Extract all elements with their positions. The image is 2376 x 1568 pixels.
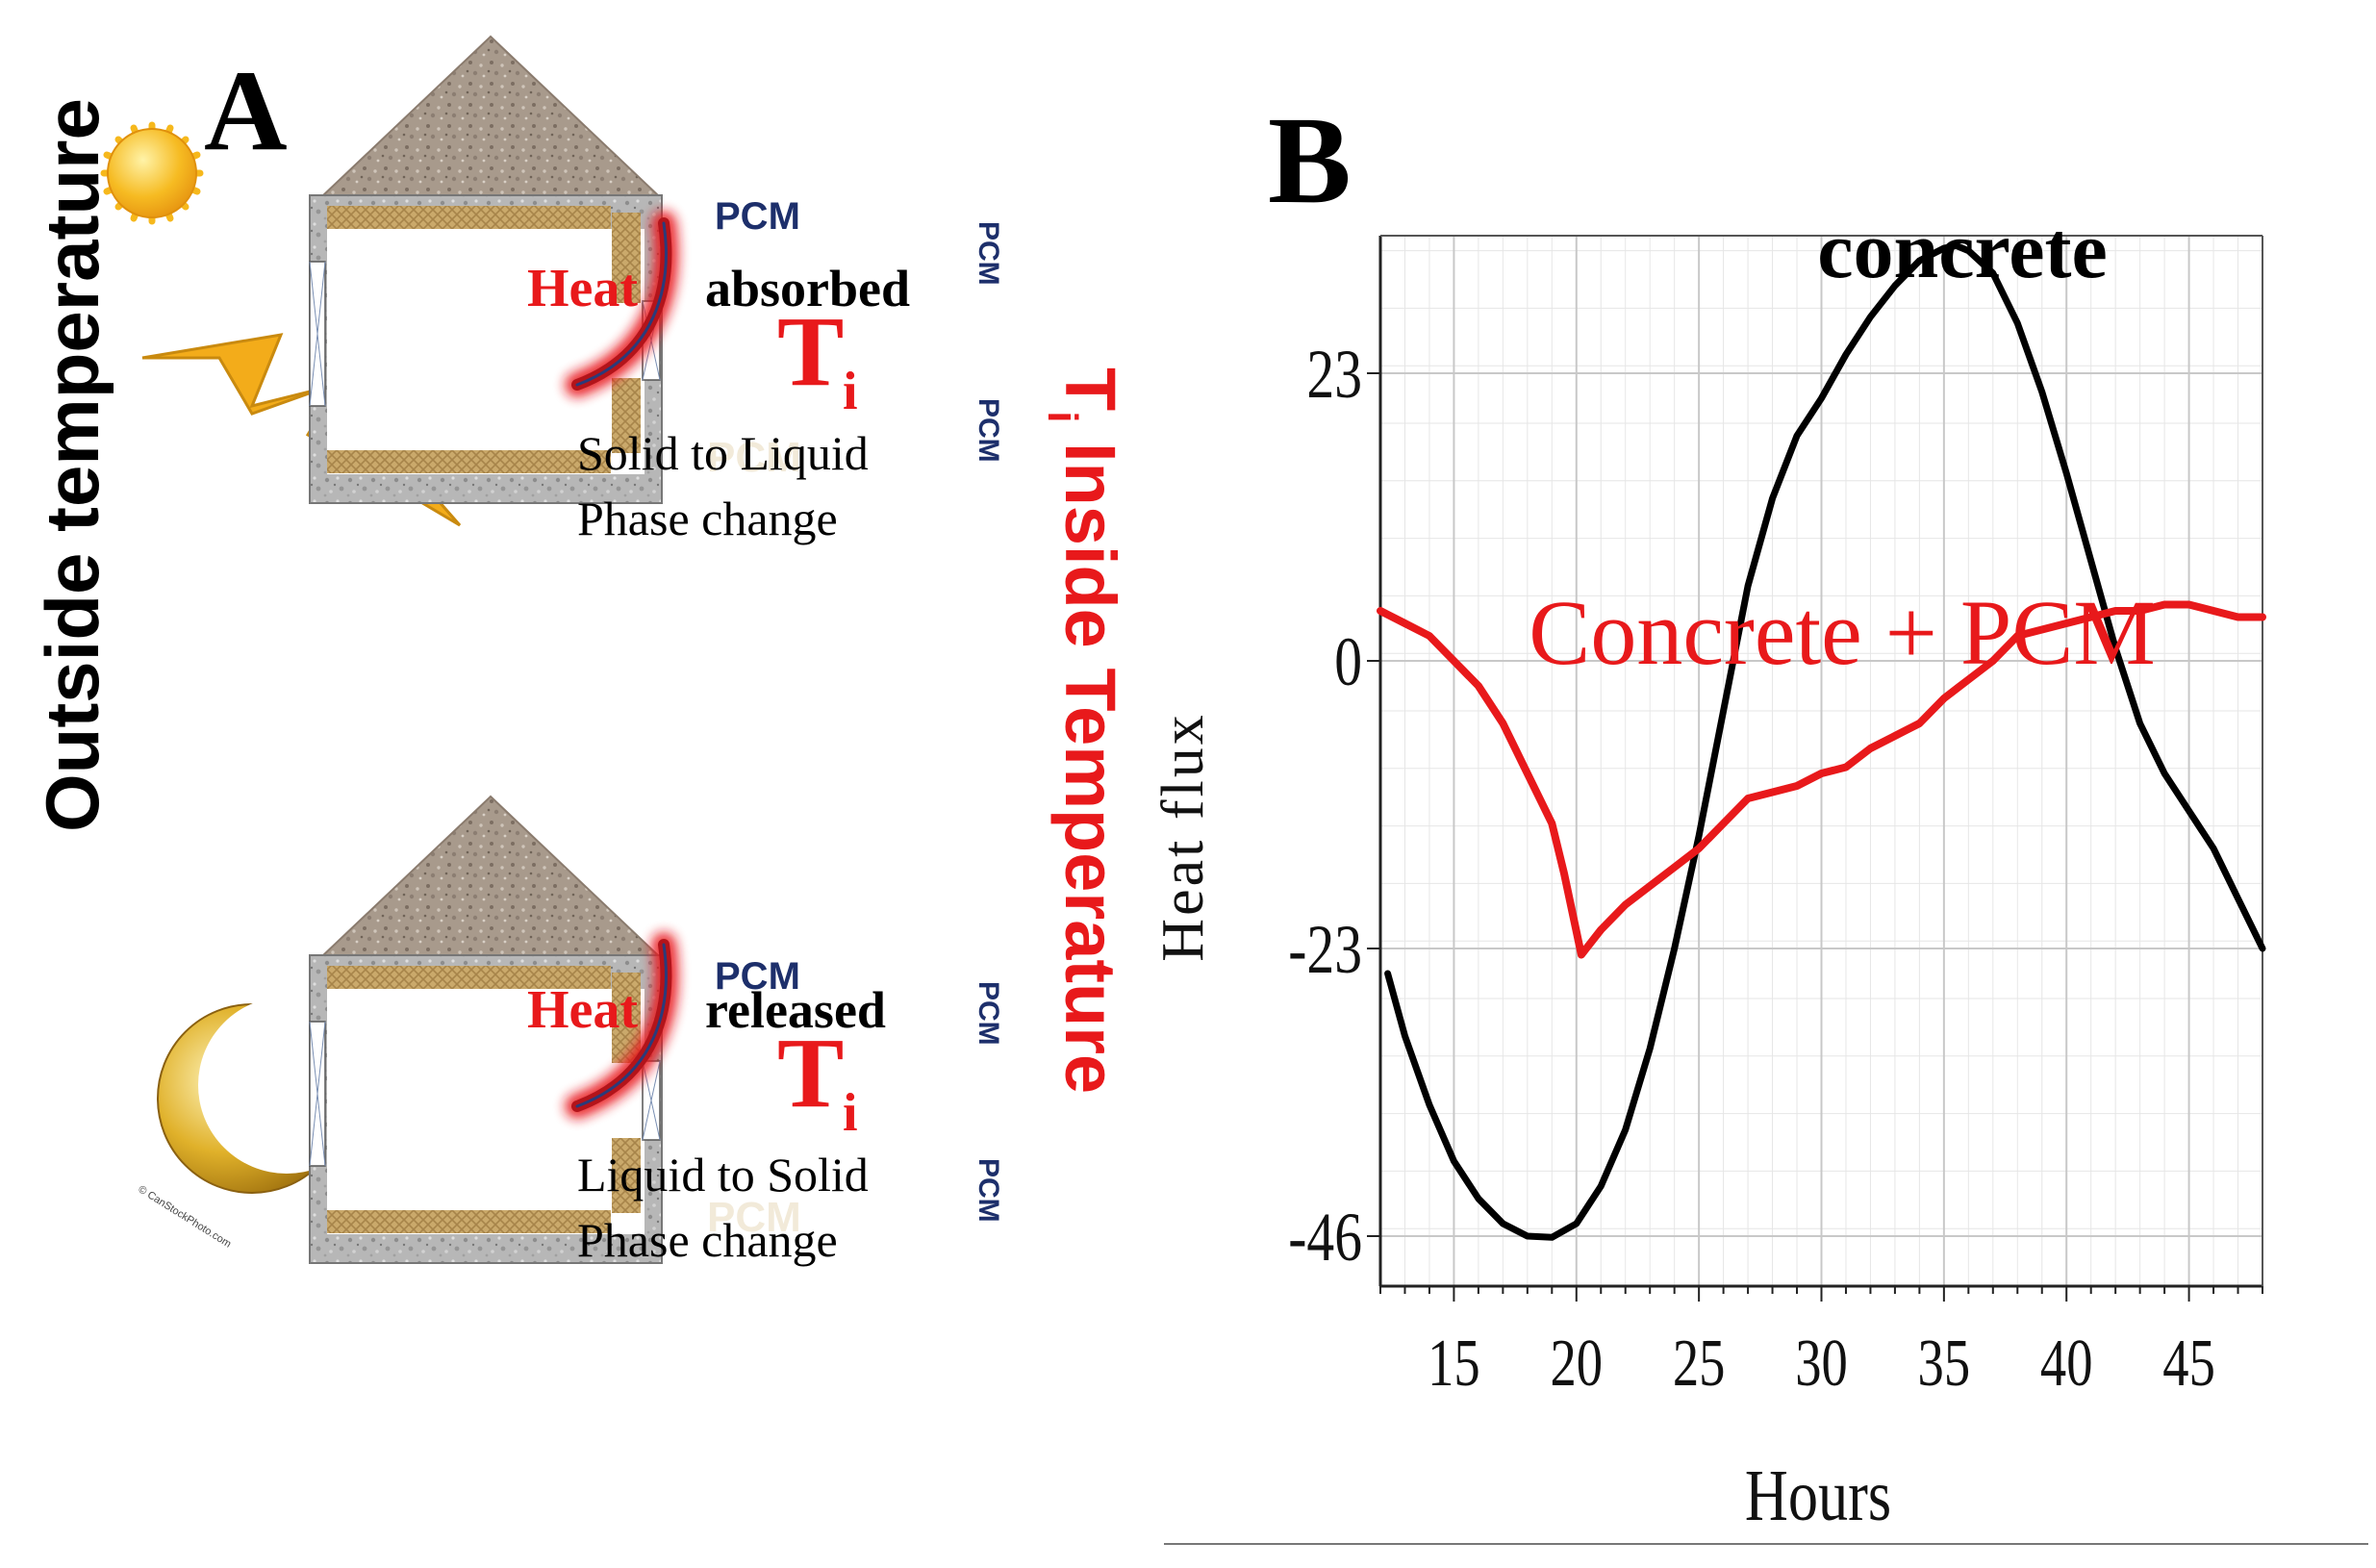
pcm-side-lower-label: PCM (973, 1158, 1004, 1223)
series-label-concrete-pcm: Concrete + PCM (1529, 581, 2155, 684)
x-tick-label: 20 (1550, 1326, 1603, 1401)
day-house: PCM PCM PCM PCM (309, 36, 1004, 504)
y-tick-label: 23 (1306, 337, 1362, 414)
night-house: PCM PCM PCM PCM (309, 796, 1004, 1264)
heat-arrow-core (575, 943, 668, 1108)
phase-line-1: Liquid to Solid (577, 1148, 869, 1201)
panel-b: B 15 20 25 30 35 40 45 23 0 -23 -46 Hours Heat flux co… (1150, 91, 2368, 1545)
action-label: absorbed (705, 260, 910, 317)
pcm-bottom-label: PCM (707, 434, 801, 481)
x-tick-label: 45 (2162, 1326, 2215, 1401)
pcm-top-label: PCM (715, 195, 800, 238)
pcm-top-label: PCM (715, 955, 800, 998)
x-axis-title: Hours (1745, 1455, 1891, 1536)
moon-credit: © CanStockPhoto.com (136, 1183, 233, 1250)
sun-icon (100, 121, 204, 225)
phase-line-2: Phase change (577, 1213, 838, 1267)
phase-line-1: Solid to Liquid (577, 426, 869, 480)
x-tick-label: 30 (1795, 1326, 1848, 1401)
concrete-series-line (1384, 241, 2266, 1241)
ti-subscript: i (843, 362, 858, 421)
x-tick-label: 40 (2040, 1326, 2093, 1401)
y-tick-label: -46 (1288, 1200, 1362, 1277)
heat-arrow-core (575, 221, 668, 387)
y-tick-label: 0 (1334, 624, 1362, 701)
pcm-side-lower-label: PCM (973, 398, 1004, 463)
x-tick-label: 25 (1673, 1326, 1726, 1401)
inside-temperature-text: Ti Inside Temperature (1039, 367, 1130, 1094)
concrete-pcm-series-line (1377, 600, 2266, 959)
y-tick-label: -23 (1288, 912, 1362, 989)
x-tick-label: 15 (1428, 1326, 1480, 1401)
inside-temperature-label: Ti Inside Temperature (1039, 367, 1130, 1094)
ti-subscript: i (843, 1083, 858, 1143)
pcm-bottom-label: PCM (707, 1194, 801, 1241)
pcm-side-upper-label: PCM (973, 981, 1004, 1046)
x-tick-label: 35 (1918, 1326, 1971, 1401)
pcm-side-upper-label: PCM (973, 221, 1004, 286)
action-label: released (705, 981, 886, 1039)
series-label-concrete: concrete (1817, 206, 2108, 295)
outside-temperature-label: Outside temperature (30, 98, 114, 832)
panel-a-label: A (204, 46, 288, 174)
ti-label: T (777, 1018, 844, 1128)
ti-label: T (777, 296, 844, 407)
phase-line-2: Phase change (577, 492, 838, 545)
panel-a: A Outside temperature (30, 36, 1004, 1264)
y-axis-title: Heat flux (1150, 712, 1216, 961)
panel-b-label: B (1268, 91, 1352, 230)
heat-label: Heat (527, 980, 638, 1040)
heat-label: Heat (527, 259, 638, 318)
